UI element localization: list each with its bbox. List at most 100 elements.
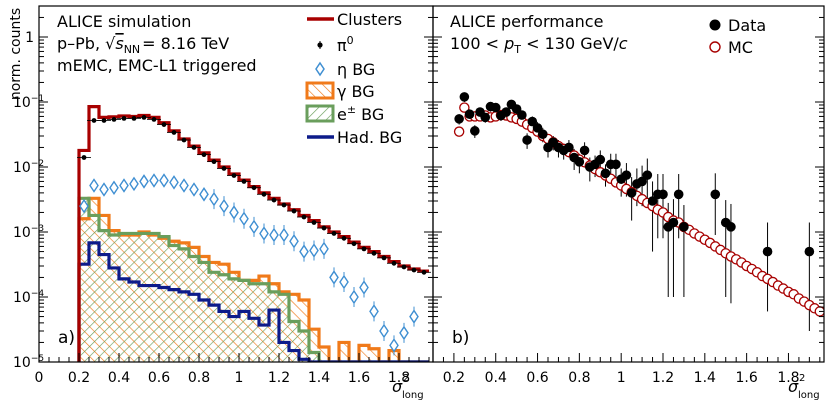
y-axis-label: norm. counts [8,8,24,100]
b-xtick-label: 1.8 [777,370,799,386]
panel-b-xlabel-sigma: σ [788,377,799,396]
eta-point [229,205,239,220]
data-point [642,170,653,180]
legend-electron-label: e± BG [337,103,384,124]
eta-point [239,211,249,226]
data-point [537,129,548,139]
a-xtick-label: 1.6 [348,370,370,386]
b-xtick-label: 0.8 [568,370,590,386]
y-tick-label: 10−3 [13,224,44,241]
eta-point [349,289,359,305]
data-point [621,170,632,180]
eta-point [259,226,269,241]
pi0-point [401,264,407,270]
eta-point [249,219,259,235]
data-point [454,114,464,124]
panel-a-title: ALICE simulation [57,12,191,31]
pi0-point [201,152,207,158]
eta-point [339,274,349,290]
pi0-point [361,246,367,252]
data-point [480,112,491,123]
data-point [658,189,668,200]
legend-electron-marker [305,104,335,123]
b-xtick-label: 1.6 [736,370,758,386]
electron-superscript: ± [347,103,356,116]
a-xtick-label: 1.2 [268,370,290,386]
pi0-point [221,166,227,171]
pi0-point [161,122,167,127]
pi0-point [111,117,117,122]
data-point [637,176,647,187]
data-point [647,196,658,206]
eta-point [119,178,129,193]
b-xtick-label: 1 [617,370,626,386]
electron-symbol: e [337,105,347,124]
pi0-point [311,220,317,225]
pi0-point [421,269,427,275]
panel-a-xlabel: σ 2 long [392,373,424,401]
eta-point [149,173,159,188]
data-point [626,188,637,198]
pi0-point [371,250,377,256]
pi0-superscript: 0 [347,34,354,47]
pi0-point [131,115,137,121]
legend-data-label: Data [728,16,766,35]
eta-point [359,280,369,295]
pi0-point [121,115,127,121]
a-xtick-label: 1.4 [308,370,330,386]
data-point [595,154,606,165]
pi0-point [191,145,197,150]
panel-b-xlabel-sup: 2 [799,373,805,384]
pi0-point [411,267,417,273]
panel-a-xlabel-sup: 2 [403,373,409,384]
pi0-point [101,118,107,123]
data-point [470,126,480,136]
a-xtick-label: 0.2 [68,370,90,386]
hadron-bg-line [77,241,429,362]
a-xtick-label: 1.8 [388,370,410,386]
y-tick-label: 10−5 [13,354,44,371]
data-point [517,110,527,120]
legend-clusters-label: Clusters [337,10,402,29]
data-point [726,222,736,232]
data-point [527,116,538,127]
pi0-point [211,159,217,165]
pi0-point [351,241,357,247]
eta-point [79,198,89,214]
nn-subscript: NN [124,43,140,56]
pi0-point [91,118,97,123]
eta-point [299,244,309,259]
y-tick-label: 10−2 [13,159,44,176]
data-point [574,157,585,167]
eta-point [89,178,99,193]
legend-mc-label: MC [728,38,753,57]
collision-system-text: p–Pb, [57,34,105,53]
mc-point [453,126,465,137]
a-xtick-label: 0.6 [148,370,170,386]
data-point [564,142,574,153]
panel-b-xlabel: σ 2 long [788,373,820,401]
eta-point [199,187,209,202]
b-xtick-label: 1.2 [652,370,674,386]
eta-point [209,191,219,207]
sqrt-symbol: √ [105,34,116,53]
pi0-point [281,202,287,208]
pi0-point [331,231,337,236]
legend-mc-marker [709,41,721,53]
mc-point [459,102,470,113]
panel-b-pt-range: 100 < pT < 130 GeV/c [450,34,628,56]
panel-b-frame [432,5,825,363]
eta-point [219,198,229,214]
a-xtick-label: 1 [235,370,244,386]
eta-point [169,175,179,190]
data-point [490,102,501,113]
y-tick-label: 10−4 [13,289,44,306]
data-point [600,168,611,179]
data-point [464,109,475,119]
panel-b-title: ALICE performance [450,12,603,31]
pt-symbol: p [503,34,514,53]
data-point [501,107,511,117]
eta-point [159,173,169,188]
pi0-point [341,235,347,241]
eta-point [289,234,299,249]
